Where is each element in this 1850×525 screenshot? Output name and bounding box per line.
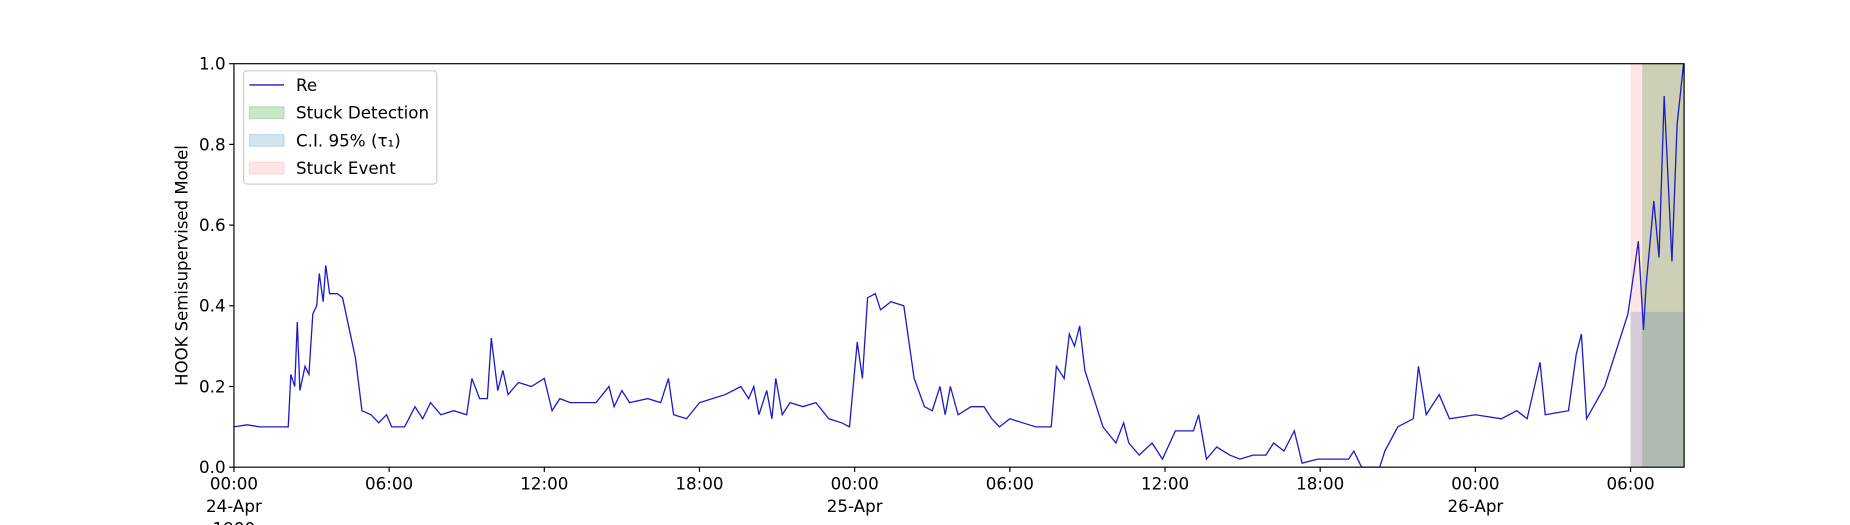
x-tick-label: 00:00 25-Apr [827,475,883,516]
x-tick-label: 06:00 [986,475,1034,494]
span [1630,63,1685,468]
legend-patch [248,161,285,175]
x-tick-label: 12:00 [520,475,568,494]
y-tick-label: 0.0 [199,458,226,477]
plot-area [233,63,1685,468]
legend-patch [248,133,285,147]
y-tick-label: 0.6 [199,216,226,235]
axes-frame [233,63,1685,468]
y-tick-label: 0.4 [199,297,226,316]
legend-label: Stuck Detection [296,104,429,123]
legend-label: Re [296,76,317,95]
x-tick-label: 00:00 26-Apr [1447,475,1503,516]
series-line [233,63,1685,468]
x-tick-label: 06:00 [1606,475,1654,494]
x-tick-label: 18:00 [1296,475,1344,494]
y-axis-label: HOOK Semisupervised Model [172,145,191,386]
x-tick-label: 06:00 [365,475,413,494]
legend-label: Stuck Event [296,159,396,178]
x-tick-label: 12:00 [1141,475,1189,494]
x-tick-label: 18:00 [675,475,723,494]
legend-patch [248,106,285,120]
y-tick-label: 0.2 [199,377,226,396]
legend-box [242,70,438,185]
y-tick-label: 1.0 [199,55,226,74]
span [1630,311,1685,468]
legend-label: C.I. 95% (τ₁) [296,131,401,150]
y-tick-label: 0.8 [199,135,226,154]
